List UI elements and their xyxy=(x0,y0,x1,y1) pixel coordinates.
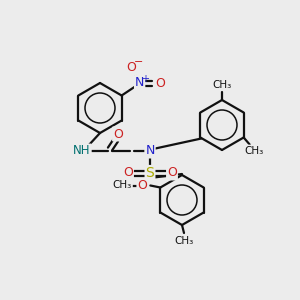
Text: N: N xyxy=(145,145,155,158)
Text: O: O xyxy=(137,179,147,192)
Text: O: O xyxy=(127,61,136,74)
Text: S: S xyxy=(146,166,154,180)
Text: O: O xyxy=(167,167,177,179)
Text: O: O xyxy=(123,167,133,179)
Text: CH₃: CH₃ xyxy=(212,80,232,90)
Text: +: + xyxy=(141,74,149,83)
Text: NH: NH xyxy=(73,145,91,158)
Text: O: O xyxy=(113,128,123,140)
Text: CH₃: CH₃ xyxy=(113,181,132,190)
Text: O: O xyxy=(156,77,166,90)
Text: N: N xyxy=(135,76,144,89)
Text: CH₃: CH₃ xyxy=(174,236,194,246)
Text: CH₃: CH₃ xyxy=(244,146,263,155)
Text: −: − xyxy=(134,58,143,68)
